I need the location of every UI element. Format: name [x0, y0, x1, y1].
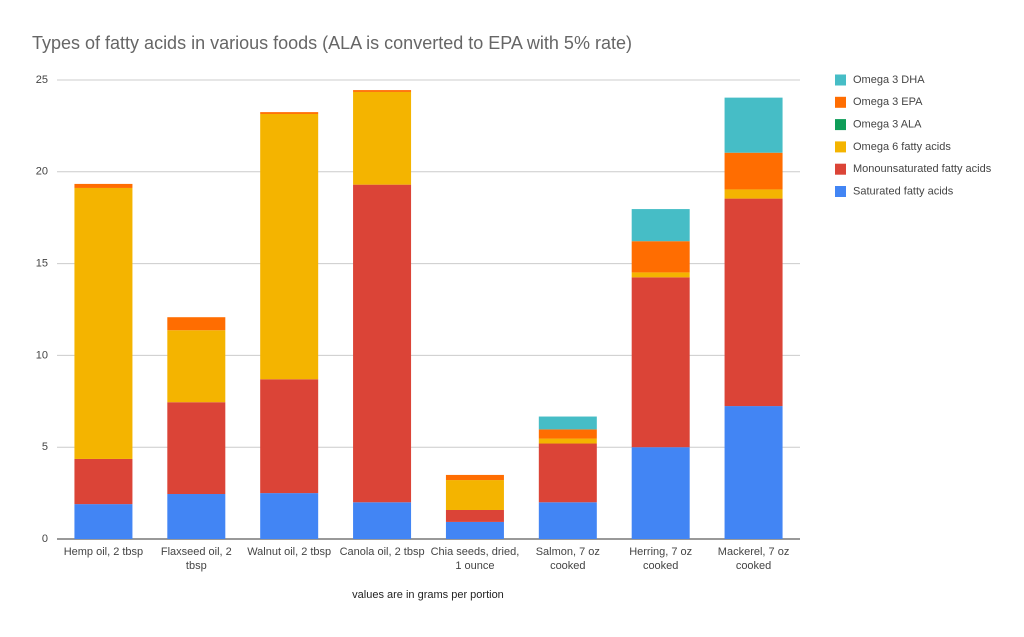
bar-segment: [260, 493, 319, 539]
chart-title: Types of fatty acids in various foods (A…: [32, 33, 632, 53]
bar-segment: [538, 443, 597, 503]
bar-segment: [167, 330, 226, 403]
bar-segment: [724, 97, 783, 153]
bar-segment: [260, 112, 319, 114]
legend-swatch: [835, 74, 846, 86]
bar-segment: [353, 91, 412, 185]
bar-segment: [445, 474, 504, 481]
bar-segment: [631, 277, 690, 448]
bar-segment: [260, 113, 319, 380]
bar-segment: [353, 90, 412, 92]
bar-segment: [74, 458, 133, 505]
bar-segment: [724, 189, 783, 199]
legend-swatch: [835, 186, 846, 197]
legend-swatch: [835, 141, 846, 153]
bar-segment: [167, 317, 226, 331]
y-tick-label: 10: [36, 349, 48, 361]
bar-segment: [631, 447, 690, 539]
x-tick-label-box: Walnut oil, 2 tbsp: [247, 546, 332, 558]
bar-segment: [538, 416, 597, 430]
x-tick-label: Canola oil, 2 tbsp: [339, 546, 425, 558]
legend-label: Omega 6 fatty acids: [853, 141, 951, 153]
x-tick-label: Flaxseed oil, 2 tbsp: [160, 546, 232, 572]
bar-segment: [74, 183, 133, 188]
y-tick-label: 0: [42, 533, 48, 545]
x-tick-label: Salmon, 7 oz cooked: [535, 546, 600, 572]
bar-segment: [445, 509, 504, 522]
x-axis-label: values are in grams per portion: [352, 589, 504, 601]
legend-label: Saturated fatty acids: [853, 185, 954, 197]
x-tick-label-box: Herring, 7 oz cooked: [629, 546, 693, 572]
x-tick-label: Hemp oil, 2 tbsp: [63, 546, 144, 558]
bar-segment: [445, 480, 504, 510]
bar-segment: [538, 502, 597, 539]
bar-segment: [167, 402, 226, 495]
legend-label: Omega 3 ALA: [853, 119, 922, 131]
y-tick-label: 20: [36, 166, 48, 178]
bar-segment: [167, 494, 226, 539]
bar-segment: [538, 438, 597, 444]
x-tick-label-box: Flaxseed oil, 2 tbsp: [160, 546, 232, 572]
legend-swatch: [835, 119, 846, 131]
x-tick-label: Chia seeds, dried, 1 ounce: [430, 546, 520, 572]
x-tick-label-box: Mackerel, 7 oz cooked: [717, 546, 790, 572]
legend-label: Omega 3 EPA: [853, 96, 923, 108]
x-tick-label: Walnut oil, 2 tbsp: [247, 546, 332, 558]
bar-segment: [724, 406, 783, 539]
bar-segment: [353, 184, 412, 503]
bar-segment: [445, 521, 504, 539]
x-tick-label-box: Salmon, 7 oz cooked: [535, 546, 600, 572]
x-tick-label: Herring, 7 oz cooked: [629, 546, 693, 572]
bar-segment: [631, 209, 690, 242]
x-tick-label-box: Canola oil, 2 tbsp: [339, 546, 425, 558]
y-tick-label: 25: [36, 74, 48, 86]
bar-segment: [724, 152, 783, 190]
y-tick-label: 15: [36, 258, 48, 270]
bar-segment: [631, 241, 690, 273]
bar-segment: [538, 429, 597, 439]
legend-swatch: [835, 163, 846, 175]
x-tick-label-box: Hemp oil, 2 tbsp: [63, 546, 144, 558]
bar-segment: [353, 502, 412, 539]
bar-segment: [631, 272, 690, 278]
x-tick-label: Mackerel, 7 oz cooked: [717, 546, 790, 572]
y-tick-label: 5: [42, 441, 48, 453]
legend-label: Omega 3 DHA: [853, 74, 925, 86]
bar-segment: [260, 379, 319, 494]
bar-segment: [74, 187, 133, 459]
bar-segment: [74, 504, 133, 539]
bar-segment: [724, 198, 783, 407]
legend-label: Monounsaturated fatty acids: [853, 163, 992, 175]
x-tick-label-box: Chia seeds, dried, 1 ounce: [430, 546, 520, 572]
legend-swatch: [835, 96, 846, 108]
